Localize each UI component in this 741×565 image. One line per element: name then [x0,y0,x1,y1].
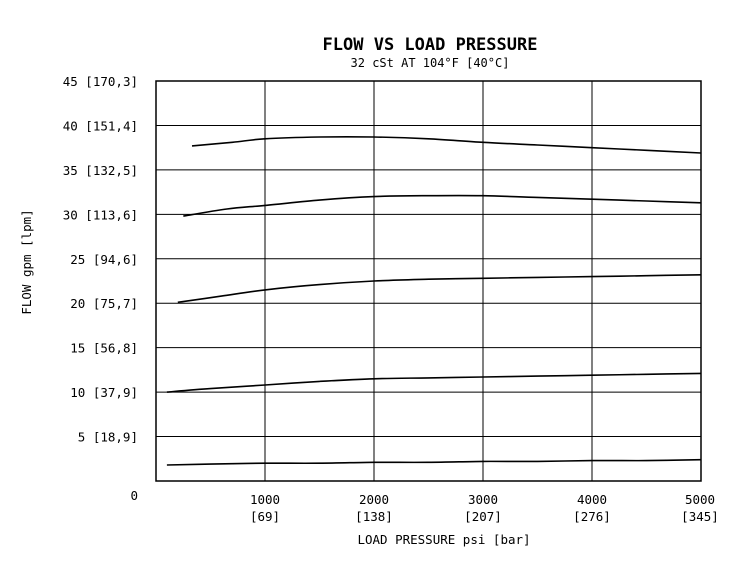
x-tick-label: 2000 [359,492,389,507]
y-tick-label: 0 [130,488,138,503]
y-tick-label: 20 [75,7] [70,296,138,311]
y-axis-label: FLOW gpm [lpm] [19,209,34,314]
y-tick-label: 25 [94,6] [70,252,138,267]
x-tick-sublabel: [276] [573,509,611,524]
x-tick-label: 3000 [468,492,498,507]
plot-frame [155,80,702,482]
x-axis-label: LOAD PRESSURE psi [bar] [357,532,530,547]
y-tick-label: 15 [56,8] [70,341,138,356]
y-tick-label: 35 [132,5] [63,163,138,178]
y-tick-label: 45 [170,3] [63,74,138,89]
x-tick-label: 4000 [577,492,607,507]
y-tick-label: 10 [37,9] [70,385,138,400]
curves-layer [166,135,702,466]
flow-curve-line [166,458,702,466]
y-tick-label: 5 [18,9] [78,430,138,445]
x-tick-sublabel: [345] [681,509,719,524]
y-tick-label: 40 [151,4] [63,118,138,133]
flow-curve-line [183,194,702,217]
chart-subtitle: 32 cSt AT 104°F [40°C] [351,56,510,70]
x-tick-sublabel: [69] [250,509,280,524]
flow-curve-line [177,274,702,304]
flow-curve-line [166,372,702,393]
ticks-layer: 0 5 [18,9] 10 [37,9] 15 [56,8] 20 [75,7] 25 [… [63,74,719,524]
x-tick-label: 5000 [685,492,715,507]
chart-title: FLOW VS LOAD PRESSURE [323,35,538,55]
x-tick-label: 1000 [250,492,280,507]
x-tick-sublabel: [207] [464,509,502,524]
x-tick-sublabel: [138] [355,509,393,524]
y-tick-label: 30 [113,6] [63,207,138,222]
flow-curve-line [191,135,702,154]
